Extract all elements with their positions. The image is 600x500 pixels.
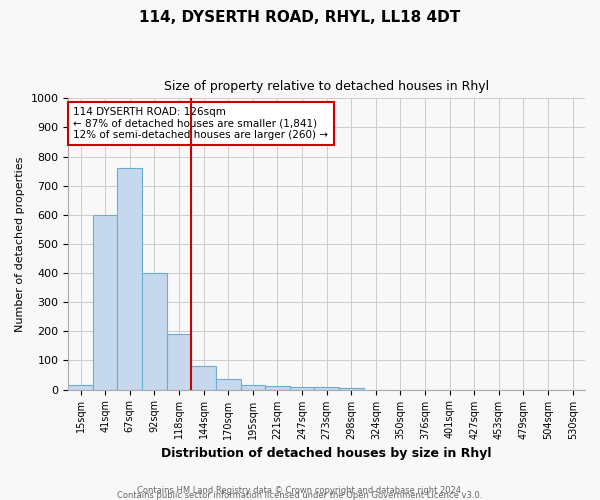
Text: 114, DYSERTH ROAD, RHYL, LL18 4DT: 114, DYSERTH ROAD, RHYL, LL18 4DT — [139, 10, 461, 25]
Bar — [93, 215, 118, 390]
Bar — [314, 387, 339, 390]
Bar — [216, 380, 241, 390]
X-axis label: Distribution of detached houses by size in Rhyl: Distribution of detached houses by size … — [161, 447, 492, 460]
Title: Size of property relative to detached houses in Rhyl: Size of property relative to detached ho… — [164, 80, 489, 93]
Bar — [241, 385, 265, 390]
Bar — [290, 387, 314, 390]
Bar — [339, 388, 364, 390]
Bar — [118, 168, 142, 390]
Bar — [167, 334, 191, 390]
Bar — [68, 385, 93, 390]
Text: Contains HM Land Registry data © Crown copyright and database right 2024.: Contains HM Land Registry data © Crown c… — [137, 486, 463, 495]
Y-axis label: Number of detached properties: Number of detached properties — [15, 156, 25, 332]
Text: 114 DYSERTH ROAD: 126sqm
← 87% of detached houses are smaller (1,841)
12% of sem: 114 DYSERTH ROAD: 126sqm ← 87% of detach… — [73, 107, 328, 140]
Bar — [265, 386, 290, 390]
Bar — [142, 273, 167, 390]
Text: Contains public sector information licensed under the Open Government Licence v3: Contains public sector information licen… — [118, 491, 482, 500]
Bar — [191, 366, 216, 390]
